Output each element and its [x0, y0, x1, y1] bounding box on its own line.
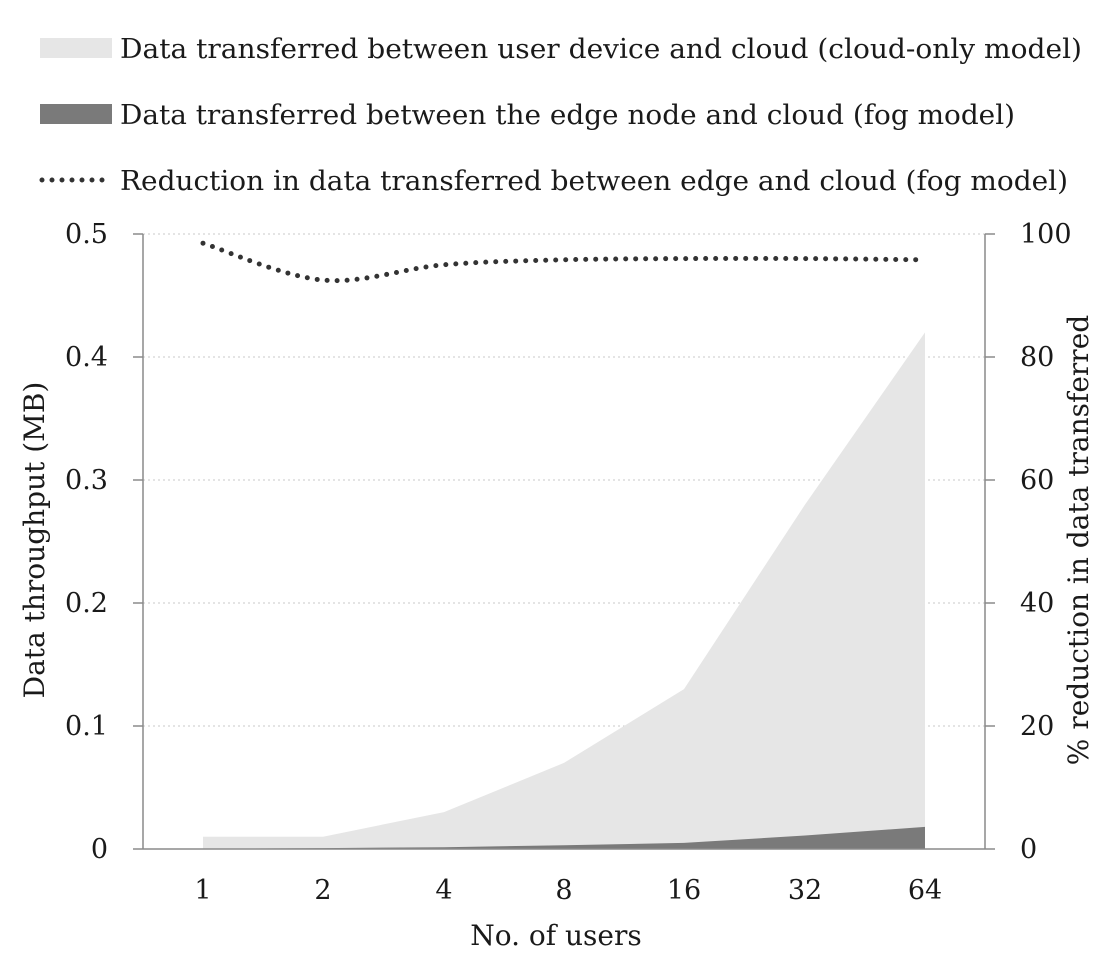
area-series — [203, 826, 925, 849]
y2-tick-label: 60 — [1020, 465, 1054, 496]
axes — [133, 233, 995, 850]
legend-label: Data transferred between user device and… — [120, 34, 1082, 65]
x-axis-title: No. of users — [470, 919, 642, 952]
y2-tick-label: 20 — [1020, 711, 1054, 742]
legend: Data transferred between user device and… — [39, 34, 1082, 197]
y-tick-label: 0.4 — [65, 342, 108, 373]
plot-areas — [203, 332, 925, 849]
x-tick-label: 1 — [194, 875, 211, 906]
x-tick-label: 4 — [435, 875, 452, 906]
y-tick-label: 0.3 — [65, 465, 108, 496]
axis-labels: 0 0.1 0.2 0.3 0.4 0.5 0 20 40 60 80 100 1 2 4 8 16 32 64 — [65, 219, 1072, 906]
legend-label: Reduction in data transferred between ed… — [120, 166, 1068, 197]
y2-tick-label: 40 — [1020, 588, 1054, 619]
x-tick-label: 2 — [314, 875, 331, 906]
x-tick-label: 32 — [788, 875, 822, 906]
y-tick-label: 0.2 — [65, 588, 108, 619]
legend-swatch — [40, 38, 112, 58]
y2-tick-label: 0 — [1020, 834, 1037, 865]
legend-label: Data transferred between the edge node a… — [120, 100, 1015, 131]
x-tick-label: 64 — [908, 875, 942, 906]
y2-tick-label: 80 — [1020, 342, 1054, 373]
x-tick-label: 16 — [667, 875, 701, 906]
y-tick-label: 0 — [91, 834, 108, 865]
y-tick-label: 0.5 — [65, 219, 108, 250]
area-series — [203, 332, 925, 849]
x-tick-label: 8 — [555, 875, 572, 906]
y-tick-label: 0.1 — [65, 711, 108, 742]
plot-lines — [200, 240, 928, 284]
y2-axis-title: % reduction in data transferred — [1062, 315, 1095, 765]
y2-tick-label: 100 — [1020, 219, 1072, 250]
legend-swatch — [40, 104, 112, 124]
y-axis-title: Data throughput (MB) — [18, 382, 51, 699]
reduction-line — [200, 240, 928, 284]
